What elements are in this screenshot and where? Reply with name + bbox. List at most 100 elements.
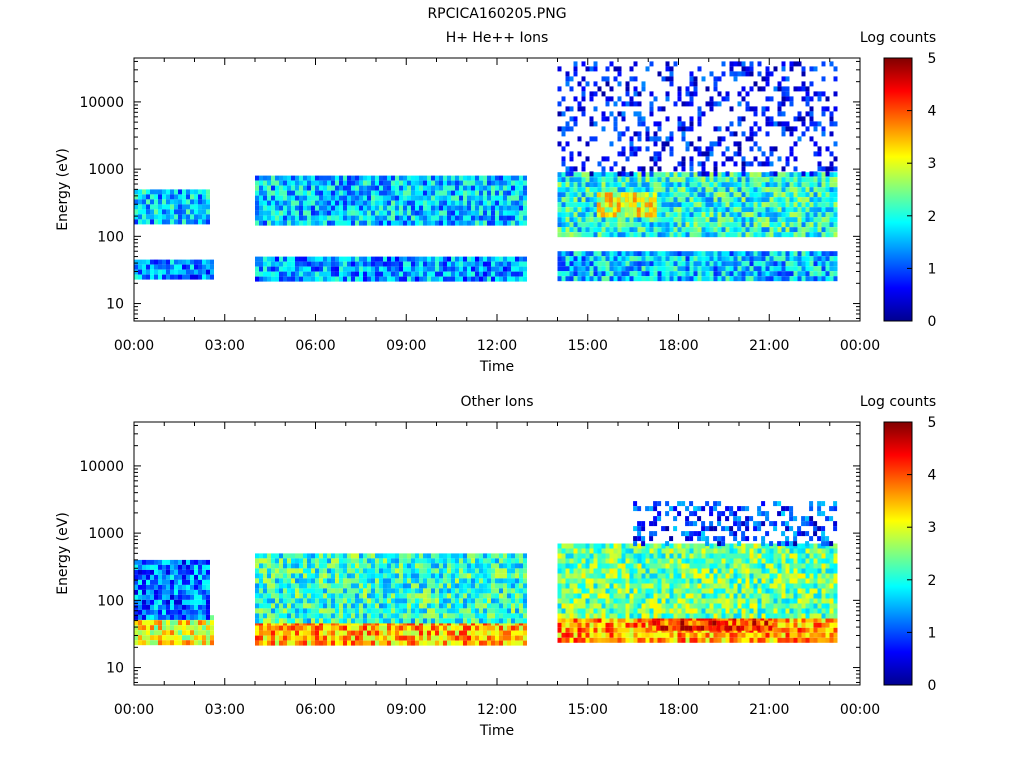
cell — [495, 603, 499, 609]
cell — [283, 603, 287, 609]
cell — [519, 558, 523, 564]
cell — [287, 276, 291, 282]
cell — [439, 200, 443, 206]
cell — [467, 625, 471, 631]
cell — [355, 635, 359, 641]
cell — [431, 618, 435, 624]
cell — [777, 217, 782, 223]
cell — [693, 192, 698, 198]
cell — [793, 156, 798, 162]
cell — [383, 261, 387, 267]
cell — [202, 209, 206, 215]
cell — [186, 635, 190, 641]
cell — [649, 136, 654, 142]
cell — [625, 156, 630, 162]
cell — [745, 187, 750, 193]
cell — [343, 635, 347, 641]
cell — [621, 171, 626, 177]
cell — [291, 613, 295, 619]
cell — [701, 111, 706, 117]
cell — [427, 261, 431, 267]
cell — [737, 256, 742, 262]
cell — [359, 588, 363, 594]
cell — [146, 274, 150, 280]
cell — [825, 182, 830, 188]
cell — [166, 625, 170, 631]
cell — [729, 217, 734, 223]
cell — [569, 637, 574, 643]
cell — [573, 61, 578, 67]
cell — [415, 573, 419, 579]
cell — [737, 217, 742, 223]
cell — [455, 180, 459, 186]
cell — [351, 215, 355, 221]
cell — [347, 271, 351, 277]
cell — [499, 568, 503, 574]
cell — [455, 175, 459, 181]
cell — [411, 625, 415, 631]
cell — [319, 261, 323, 267]
cell — [681, 172, 686, 178]
cell — [749, 256, 754, 262]
cell — [507, 220, 511, 226]
cell — [581, 637, 586, 643]
cell — [367, 608, 371, 614]
cell — [459, 190, 463, 196]
cell — [411, 271, 415, 277]
cell — [597, 251, 602, 257]
cell — [677, 126, 682, 132]
cell — [315, 613, 319, 619]
cell — [287, 175, 291, 181]
cell — [483, 558, 487, 564]
cell — [479, 175, 483, 181]
cell — [773, 271, 778, 277]
cell — [134, 269, 138, 275]
cell — [761, 212, 766, 218]
cell — [797, 111, 802, 117]
cell — [777, 192, 782, 198]
cell — [463, 635, 467, 641]
cell — [375, 558, 379, 564]
cell — [463, 603, 467, 609]
cell — [717, 227, 722, 233]
cell — [725, 222, 730, 228]
cell — [565, 126, 570, 132]
cell — [331, 180, 335, 186]
cell — [503, 593, 507, 599]
cell — [415, 613, 419, 619]
cell — [403, 261, 407, 267]
cell — [681, 256, 686, 262]
cell — [295, 625, 299, 631]
cell — [813, 197, 818, 203]
cell — [403, 578, 407, 584]
cell — [585, 177, 590, 183]
cell — [150, 589, 154, 595]
cell — [371, 630, 375, 636]
cell — [585, 617, 590, 623]
cell — [311, 568, 315, 574]
cell — [649, 227, 654, 233]
cell — [569, 202, 574, 208]
cell — [661, 217, 666, 223]
cell — [709, 212, 714, 218]
cell — [637, 136, 642, 142]
cell — [375, 618, 379, 624]
cell — [471, 583, 475, 589]
cell — [789, 61, 794, 67]
cell — [511, 563, 515, 569]
cell — [158, 604, 162, 610]
cell — [773, 207, 778, 213]
cell — [335, 261, 339, 267]
cell — [789, 172, 794, 178]
cell — [367, 553, 371, 559]
cell — [593, 187, 598, 193]
cell — [351, 630, 355, 636]
cell — [415, 618, 419, 624]
cell — [351, 558, 355, 564]
cell — [713, 207, 718, 213]
cell — [829, 197, 834, 203]
cell — [633, 276, 638, 282]
cell — [773, 86, 778, 92]
cell — [419, 563, 423, 569]
cell — [283, 180, 287, 186]
